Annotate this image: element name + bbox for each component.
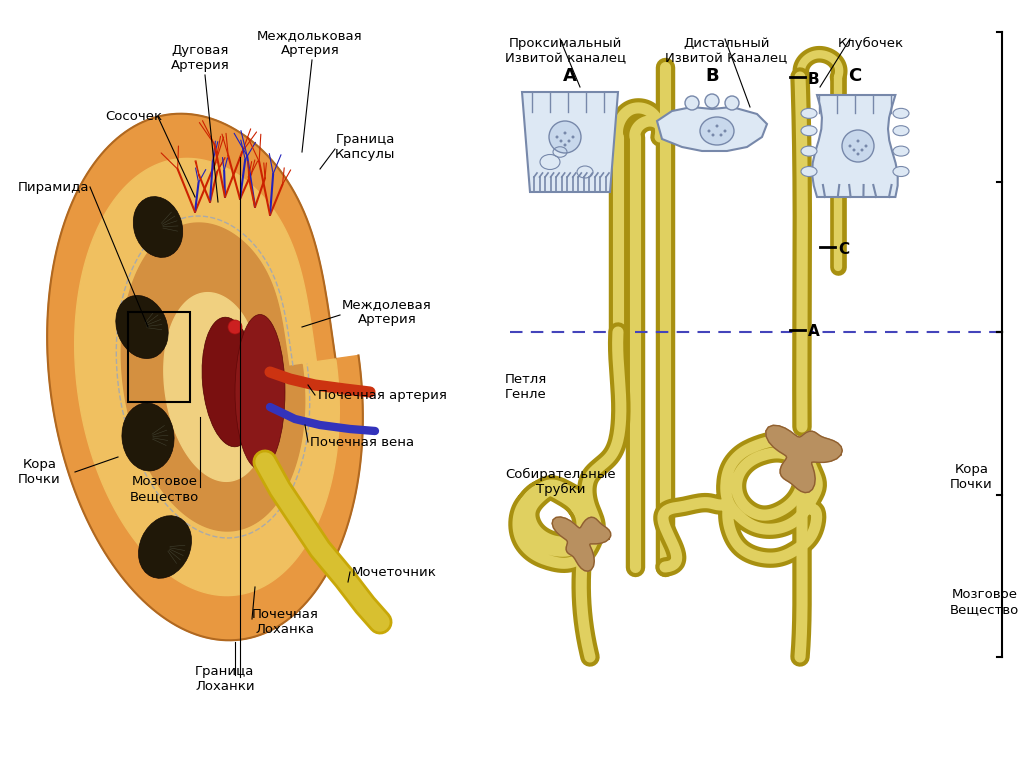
Ellipse shape [685, 96, 699, 110]
Bar [128, 312, 190, 402]
Text: Мочеточник: Мочеточник [352, 565, 437, 578]
Ellipse shape [801, 146, 817, 156]
Text: Граница
Лоханки: Граница Лоханки [195, 665, 255, 693]
Ellipse shape [138, 515, 191, 578]
Text: C: C [838, 242, 849, 256]
Text: Кора
Почки: Кора Почки [18, 458, 60, 486]
Text: Междолевая
Артерия: Междолевая Артерия [342, 298, 432, 326]
Polygon shape [552, 517, 610, 571]
Text: Почечная артерия: Почечная артерия [318, 389, 446, 401]
Ellipse shape [724, 130, 726, 133]
Polygon shape [766, 426, 843, 492]
Ellipse shape [559, 140, 562, 143]
Ellipse shape [555, 136, 558, 139]
Text: Петля
Генле: Петля Генле [505, 373, 547, 401]
Text: Пирамида: Пирамида [18, 180, 89, 193]
Polygon shape [657, 107, 767, 151]
Polygon shape [522, 92, 618, 192]
Text: Проксимальный
Извитой каналец: Проксимальный Извитой каналец [505, 37, 626, 65]
Ellipse shape [563, 131, 566, 134]
Ellipse shape [853, 149, 855, 152]
Polygon shape [121, 223, 305, 531]
Polygon shape [75, 159, 339, 596]
Ellipse shape [202, 318, 258, 447]
Text: Почечная
Лоханка: Почечная Лоханка [252, 608, 318, 636]
Ellipse shape [801, 108, 817, 118]
Text: B: B [706, 67, 719, 85]
Text: Мозговое
Вещество: Мозговое Вещество [950, 588, 1019, 616]
Ellipse shape [234, 314, 285, 469]
Ellipse shape [720, 133, 723, 137]
Ellipse shape [567, 140, 570, 143]
Polygon shape [47, 114, 362, 640]
Ellipse shape [893, 108, 909, 118]
Text: Клубочек: Клубочек [838, 37, 904, 50]
Text: Междольковая
Артерия: Междольковая Артерия [257, 29, 362, 57]
Ellipse shape [705, 94, 719, 108]
Ellipse shape [856, 153, 859, 156]
Text: Мозговое
Вещество: Мозговое Вещество [130, 475, 200, 503]
Ellipse shape [700, 117, 734, 145]
Ellipse shape [228, 320, 242, 334]
Text: Собирательные
Трубки: Собирательные Трубки [505, 468, 615, 496]
Ellipse shape [893, 126, 909, 136]
Ellipse shape [708, 130, 711, 133]
Text: Кора
Почки: Кора Почки [950, 463, 992, 491]
Text: A: A [808, 324, 820, 340]
Text: B: B [808, 71, 819, 87]
Ellipse shape [116, 295, 168, 358]
Ellipse shape [801, 126, 817, 136]
Ellipse shape [801, 166, 817, 176]
Text: Сосочек: Сосочек [105, 110, 162, 123]
Text: Граница
Капсулы: Граница Капсулы [335, 133, 395, 161]
Ellipse shape [856, 140, 859, 143]
Text: C: C [848, 67, 861, 85]
Ellipse shape [716, 124, 719, 127]
Ellipse shape [893, 166, 909, 176]
Ellipse shape [860, 149, 863, 152]
Ellipse shape [893, 146, 909, 156]
Text: A: A [563, 67, 577, 85]
Polygon shape [164, 293, 270, 482]
Ellipse shape [842, 130, 874, 162]
Ellipse shape [864, 144, 867, 147]
Text: Дуговая
Артерия: Дуговая Артерия [171, 44, 229, 72]
Ellipse shape [725, 96, 739, 110]
Text: Дистальный
Извитой Каналец: Дистальный Извитой Каналец [665, 37, 787, 65]
Polygon shape [812, 95, 898, 197]
Ellipse shape [571, 136, 574, 139]
Ellipse shape [849, 144, 852, 147]
Ellipse shape [133, 196, 182, 258]
Ellipse shape [712, 133, 715, 137]
Ellipse shape [549, 121, 581, 153]
Ellipse shape [122, 403, 174, 471]
Text: Почечная вена: Почечная вена [310, 436, 414, 449]
Ellipse shape [563, 143, 566, 146]
